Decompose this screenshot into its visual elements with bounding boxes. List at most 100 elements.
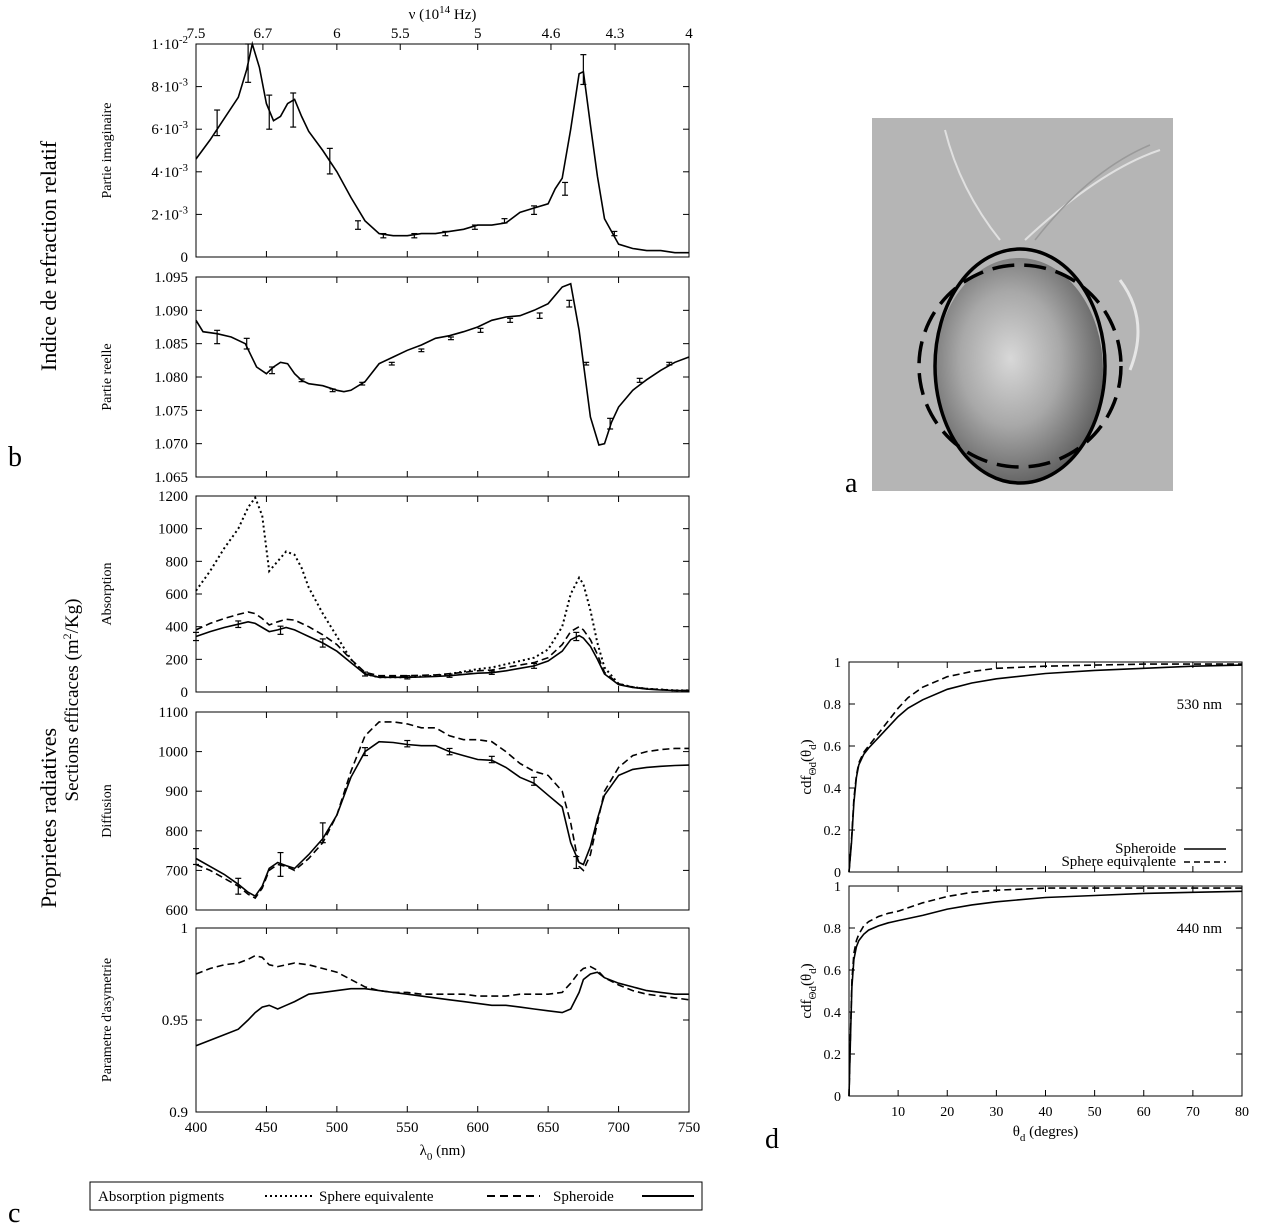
y-tick-label: 800	[166, 554, 189, 570]
x-axis-label: λ0 (nm)	[420, 1143, 466, 1163]
panel-label-b: b	[8, 442, 22, 473]
series-dotted	[195, 495, 689, 692]
top-tick-label: 7.5	[187, 26, 206, 42]
top-tick-label: 4.3	[606, 26, 625, 42]
y-axis-label: Diffusion	[100, 784, 115, 837]
legend-c-label-spheroid: Spheroide	[553, 1189, 614, 1205]
spheroid-outline	[933, 247, 1107, 485]
cell-photo	[872, 118, 1173, 491]
legend-d: Spheroide Sphere equivalente	[1061, 841, 1226, 870]
y-tick-label: 1000	[158, 522, 188, 538]
y-tick-label: 1000	[158, 745, 188, 761]
y-tick-label: 0.95	[162, 1013, 188, 1029]
x-tick-label: 20	[940, 1105, 954, 1120]
y-tick-label: 1	[834, 656, 841, 671]
y-tick-label: 0	[834, 866, 841, 881]
x-tick-label: 70	[1186, 1105, 1200, 1120]
wavelength-annotation: 530 nm	[1177, 697, 1223, 713]
y-tick-label: 0	[181, 250, 189, 266]
y-axis-label: Parametre d'asymetrie	[100, 958, 115, 1082]
top-tick-label: 5.5	[391, 26, 410, 42]
plot-frame	[195, 711, 690, 911]
y-tick-label: 1.075	[154, 403, 188, 419]
plot-frame	[195, 276, 690, 478]
y-tick-label: 0.6	[824, 964, 842, 979]
y-tick-label: 1.095	[154, 270, 188, 286]
y-tick-label: 1.080	[154, 370, 188, 386]
y-tick-label: 8·10-3	[151, 77, 188, 96]
x-tick-label: 600	[466, 1120, 489, 1136]
x-tick-label: 550	[396, 1120, 419, 1136]
left-label-radiative: Proprietes radiatives	[36, 728, 61, 908]
series-dashed	[848, 887, 1242, 1097]
panel-label-a: a	[845, 468, 858, 499]
y-tick-label: 0.2	[824, 1048, 842, 1063]
x-axis-label: θd (degres)	[1013, 1124, 1079, 1144]
x-tick-label: 40	[1039, 1105, 1053, 1120]
panel-label-c: c	[8, 1198, 20, 1228]
series-solid	[848, 664, 1243, 873]
x-tick-label: 650	[537, 1120, 560, 1136]
equivalent-sphere-outline	[917, 263, 1123, 469]
top-tick-label: 4	[685, 26, 693, 42]
y-tick-label: 800	[166, 824, 189, 840]
chart-diffusion: 600 700 800 900 1000 1100 Diffusion	[100, 705, 690, 919]
y-tick-label: 0.8	[824, 922, 842, 937]
plot-frame	[195, 43, 690, 258]
y-tick-label: 1	[834, 880, 841, 895]
top-tick-label: 5	[474, 26, 482, 42]
series-solid	[195, 620, 690, 692]
chart-cdf-530: 0 0.2 0.4 0.6 0.8 1 cdfΘd(θd) 530 nm	[799, 656, 1243, 881]
y-tick-label: 0	[181, 685, 189, 701]
y-tick-label: 0.9	[169, 1105, 188, 1121]
y-tick-label: 1200	[158, 489, 188, 505]
y-tick-label: 6·10-3	[151, 119, 188, 138]
y-axis-label: Partie imaginaire	[100, 102, 115, 198]
legend-d-label-spheroid: Spheroide	[1115, 841, 1176, 857]
y-tick-label: 0.4	[824, 782, 842, 797]
y-tick-label: 1·10-2	[151, 34, 188, 53]
left-label-cross-sections: Sections efficaces (m2/Kg)	[60, 599, 83, 802]
y-tick-label: 1	[181, 921, 189, 937]
y-tick-label: 1.085	[154, 337, 188, 353]
x-tick-label: 80	[1235, 1105, 1249, 1120]
y-axis-label: Partie reelle	[100, 343, 115, 410]
x-tick-label: 700	[607, 1120, 630, 1136]
chart-asymmetry: 0.9 0.95 1 400 450 500 550 600 650 700 750 Parametr…	[100, 921, 700, 1163]
x-tick-label: 500	[326, 1120, 349, 1136]
y-tick-label: 600	[166, 587, 189, 603]
top-tick-label: 6	[333, 26, 341, 42]
y-tick-label: 1.090	[154, 303, 188, 319]
series-solid	[195, 971, 689, 1047]
plot-frame	[848, 661, 1243, 873]
y-tick-label: 400	[166, 620, 189, 636]
series-solid	[195, 740, 690, 898]
x-tick-label: 750	[678, 1120, 701, 1136]
y-tick-label: 0.2	[824, 824, 842, 839]
top-tick-label: 4.6	[542, 26, 561, 42]
y-axis-label: Absorption	[100, 563, 115, 626]
y-tick-label: 900	[166, 784, 189, 800]
series-solid	[848, 890, 1243, 1097]
x-tick-label: 50	[1088, 1105, 1102, 1120]
wavelength-annotation: 440 nm	[1177, 921, 1223, 937]
y-tick-label: 0.4	[824, 1006, 842, 1021]
plot-frame	[195, 495, 690, 693]
x-tick-label: 450	[255, 1120, 278, 1136]
y-tick-label: 1.070	[154, 437, 188, 453]
top-axis-label: ν (1014 Hz)	[409, 4, 477, 23]
y-tick-label: 600	[166, 903, 189, 919]
legend-c: Absorption pigments Sphere equivalente S…	[89, 1181, 703, 1211]
left-label-refraction: Indice de refraction relatif	[36, 140, 61, 371]
y-tick-label: 4·10-3	[151, 162, 188, 181]
chart-real-part: 1.065 1.070 1.075 1.080 1.085 1.090 1.095 Parti…	[100, 270, 690, 486]
y-tick-label: 0.8	[824, 698, 842, 713]
series-dashed	[848, 663, 1242, 873]
y-tick-label: 0.6	[824, 740, 842, 755]
top-tick-label: 6.7	[254, 26, 273, 42]
x-tick-label: 30	[989, 1105, 1003, 1120]
plot-frame	[848, 885, 1243, 1097]
chart-cdf-440: 0 0.2 0.4 0.6 0.8 1 10 20 30 40 50 60 70 80 cdfΘd(θd) θ…	[799, 880, 1249, 1144]
legend-c-label-pigments: Absorption pigments	[98, 1189, 224, 1205]
y-tick-label: 0	[834, 1090, 841, 1105]
